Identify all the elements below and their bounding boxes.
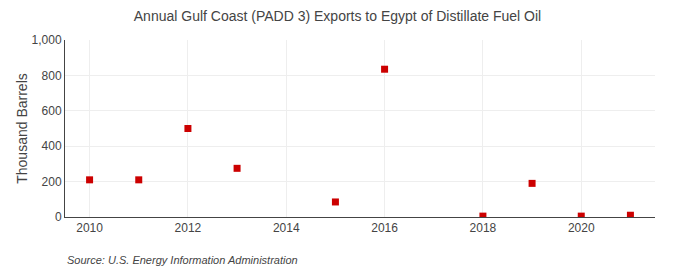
svg-text:2010: 2010 [76,221,103,235]
svg-text:2020: 2020 [568,221,595,235]
svg-text:0: 0 [55,210,62,224]
svg-text:2014: 2014 [273,221,300,235]
svg-text:400: 400 [42,139,62,153]
svg-text:2016: 2016 [371,221,398,235]
svg-text:Thousand Barrels: Thousand Barrels [14,73,30,184]
svg-text:Annual Gulf Coast (PADD 3) Exp: Annual Gulf Coast (PADD 3) Exports to Eg… [134,8,541,24]
svg-text:600: 600 [42,104,62,118]
svg-text:2012: 2012 [175,221,202,235]
svg-text:1,000: 1,000 [32,33,62,47]
svg-text:800: 800 [42,69,62,83]
svg-text:2018: 2018 [470,221,497,235]
svg-text:200: 200 [42,175,62,189]
svg-text:Source: U.S. Energy Informatio: Source: U.S. Energy Information Administ… [67,254,298,266]
